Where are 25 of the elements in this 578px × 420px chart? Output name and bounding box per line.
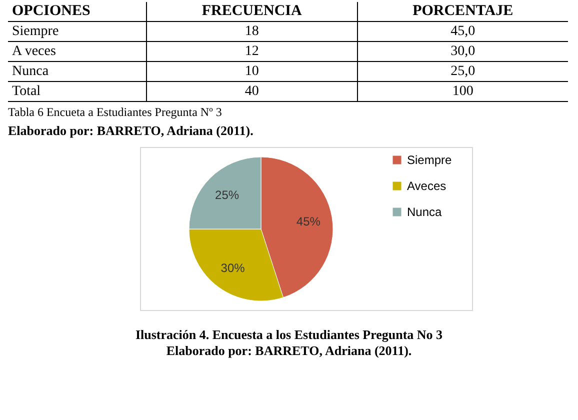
text: 30,0 [450, 44, 476, 58]
text: Total [12, 84, 41, 98]
data-label: 45% [296, 214, 321, 228]
text: Siempre [12, 24, 59, 38]
text: Elaborado por: BARRETO, Adriana (2011). [165, 343, 413, 359]
text: 18 [244, 24, 259, 38]
text: 25,0 [450, 64, 476, 78]
category-label: OPCIONES [8, 2, 146, 22]
legend-label: Nunca [407, 205, 442, 219]
category-label: PORCENTAJE [357, 2, 568, 22]
text: 45,0 [450, 24, 476, 38]
text: Ilustración 4. Encuesta a los Estudiantes Pregunta No 3 [134, 327, 444, 343]
category-label: FRECUENCIA [146, 2, 358, 22]
text: Nunca [12, 64, 49, 78]
text: Tabla 6 Encueta a Estudiantes Pregunta Nº 3 [8, 105, 223, 120]
text: Elaborado por: BARRETO, Adriana (2011). [8, 123, 254, 139]
data-label: 25% [215, 188, 240, 202]
text: 12 [244, 44, 259, 58]
legend-label: Aveces [407, 179, 446, 193]
text: A veces [12, 44, 56, 58]
legend-label: Siempre [407, 153, 452, 167]
text: 100 [452, 84, 474, 98]
text: 10 [244, 64, 259, 78]
text: 40 [244, 84, 259, 98]
data-label: 30% [220, 260, 246, 275]
